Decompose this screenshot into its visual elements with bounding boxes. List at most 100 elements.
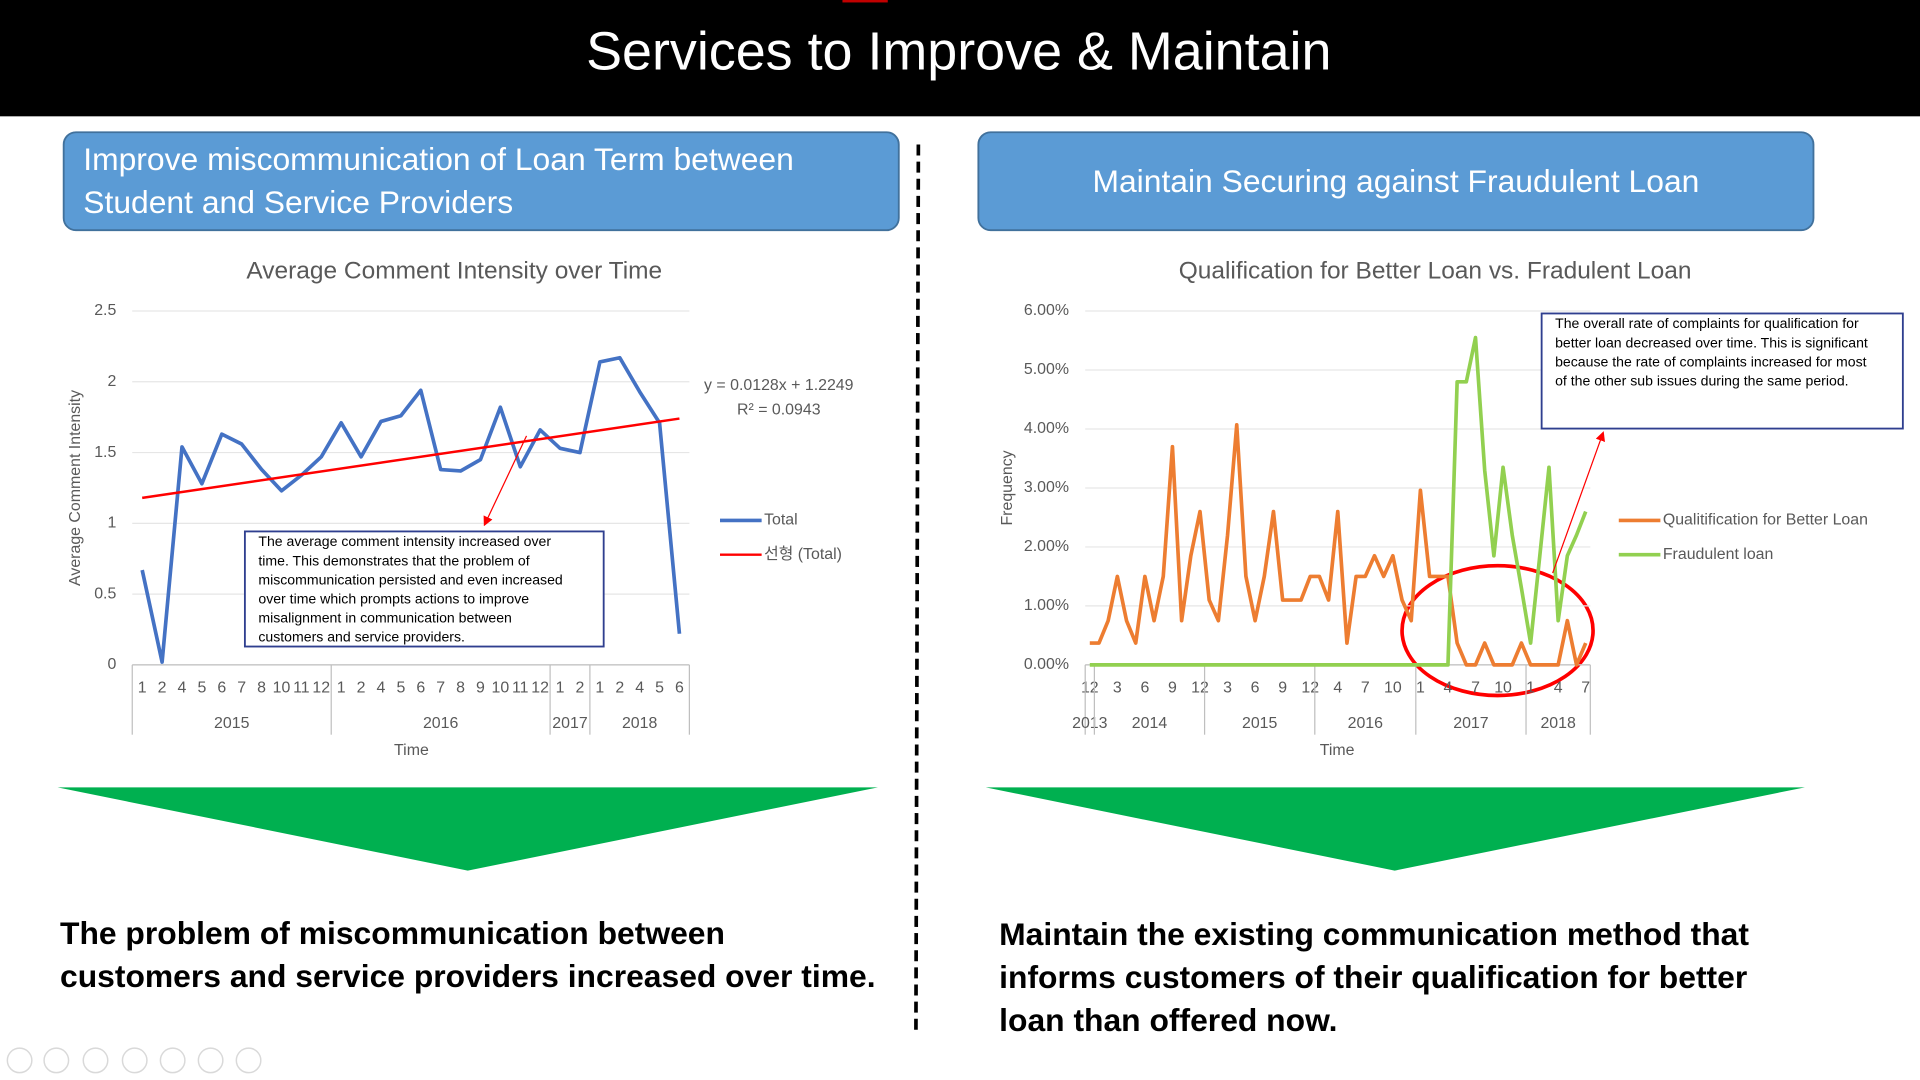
x-tick-label: 10 (1384, 679, 1402, 696)
slide-control[interactable] (6, 1047, 33, 1074)
y-tick-label: 6.00% (1024, 302, 1069, 319)
x-tick-label: 1 (138, 679, 147, 696)
annotation-text: misalignment in communication between (258, 610, 512, 626)
conclusion: Maintain the existing communication meth… (999, 916, 1749, 952)
annotation-arrow (1552, 431, 1605, 574)
highlight-circle (1400, 563, 1595, 698)
x-tick-label: 1 (1526, 679, 1535, 696)
series-line (1089, 335, 1588, 667)
y-tick-label: 0.00% (1024, 656, 1069, 673)
x-group-label: 2018 (622, 715, 658, 732)
y-tick-label: 4.00% (1024, 420, 1069, 437)
slide-controls (6, 1047, 262, 1074)
slide-control[interactable] (235, 1047, 262, 1074)
y-tick-label: 1.00% (1024, 597, 1069, 614)
x-group-label: 2018 (1540, 715, 1576, 732)
x-tick-label: 2 (615, 679, 624, 696)
slide-title: Services to Improve & Maintain (586, 21, 1331, 81)
x-tick-label: 5 (197, 679, 206, 696)
legend-label: Qualitification for Better Loan (1663, 512, 1868, 529)
x-group-label: 2017 (552, 715, 588, 732)
y-tick-label: 2.00% (1024, 538, 1069, 555)
x-group-label: 2015 (214, 715, 250, 732)
header-accent (842, 0, 888, 3)
trendline (142, 417, 680, 500)
x-tick-label: 4 (635, 679, 644, 696)
annotation-box (243, 530, 605, 648)
chart-title: Average Comment Intensity over Time (246, 257, 662, 284)
x-tick-label: 5 (396, 679, 405, 696)
y-axis-label: Frequency (999, 450, 1016, 525)
x-tick-label: 9 (476, 679, 485, 696)
conclusion: informs customers of their qualification… (999, 959, 1747, 995)
x-tick-label: 12 (1191, 679, 1209, 696)
legend-label: 선형 (Total) (764, 545, 842, 563)
panel-heading: Student and Service Providers (83, 184, 513, 220)
slide-control[interactable] (197, 1047, 224, 1074)
header-bar (0, 0, 1920, 117)
x-tick-label: 12 (531, 679, 549, 696)
x-tick-label: 10 (1494, 679, 1512, 696)
annotation-text: of the other sub issues during the same … (1555, 373, 1848, 389)
x-group-label: 2015 (1242, 715, 1278, 732)
annotation-text: The average comment intensity increased … (258, 533, 551, 549)
x-tick-label: 3 (1113, 679, 1122, 696)
slide-control[interactable] (82, 1047, 109, 1074)
x-group-label: 2016 (1348, 715, 1384, 732)
x-tick-label: 2 (158, 679, 167, 696)
annotation-text: time. This demonstrates that the problem… (258, 552, 529, 568)
y-tick-label: 0 (107, 656, 116, 673)
trend-equation: y = 0.0128x + 1.2249 (704, 377, 854, 394)
x-tick-label: 12 (312, 679, 330, 696)
annotation-text: over time which prompts actions to impro… (258, 590, 529, 606)
down-arrow (985, 787, 1805, 871)
x-tick-label: 7 (436, 679, 445, 696)
legend-label: Fraudulent loan (1663, 546, 1774, 563)
series-line (1089, 423, 1588, 667)
x-group-label: 2013 (1072, 715, 1108, 732)
annotation-text: better loan decreased over time. This is… (1555, 334, 1868, 350)
divider (914, 144, 921, 1035)
panel-heading: Maintain Securing against Fraudulent Loa… (1092, 163, 1699, 199)
trend-r-squared: R² = 0.0943 (737, 401, 821, 418)
annotation-text: because the rate of complaints increased… (1555, 353, 1867, 369)
x-tick-label: 1 (595, 679, 604, 696)
x-tick-label: 6 (416, 679, 425, 696)
x-axis-label: Time (1320, 742, 1355, 759)
heading-box (62, 131, 900, 232)
x-tick-label: 6 (675, 679, 684, 696)
slide-control[interactable] (43, 1047, 70, 1074)
conclusion: loan than offered now. (999, 1002, 1337, 1038)
y-axis-label: Average Comment Intensity (67, 390, 84, 586)
annotation-text: The overall rate of complaints for quali… (1555, 315, 1859, 331)
x-group-label: 2014 (1132, 715, 1168, 732)
x-tick-label: 4 (1444, 679, 1453, 696)
x-tick-label: 11 (512, 679, 529, 696)
y-tick-label: 0.5 (94, 585, 116, 602)
y-tick-label: 3.00% (1024, 479, 1069, 496)
chart-title: Qualification for Better Loan vs. Fradul… (1179, 257, 1692, 284)
annotation-text: customers and service providers. (258, 629, 465, 645)
x-tick-label: 7 (1471, 679, 1480, 696)
x-tick-label: 12 (1081, 679, 1099, 696)
x-group-label: 2016 (423, 715, 459, 732)
slide-control[interactable] (159, 1047, 186, 1074)
x-tick-label: 10 (273, 679, 291, 696)
slide-control[interactable] (121, 1047, 148, 1074)
x-group-label: 2017 (1453, 715, 1489, 732)
x-tick-label: 9 (1278, 679, 1287, 696)
x-tick-label: 4 (377, 679, 386, 696)
panel-heading: Improve miscommunication of Loan Term be… (83, 141, 794, 177)
x-axis-label: Time (394, 742, 429, 759)
down-arrow (57, 787, 878, 871)
x-tick-label: 1 (556, 679, 565, 696)
annotation-arrow (483, 435, 528, 527)
x-tick-label: 6 (1251, 679, 1260, 696)
x-tick-label: 6 (217, 679, 226, 696)
annotation-box (1540, 312, 1904, 430)
y-tick-label: 2 (107, 373, 116, 390)
x-tick-label: 12 (1301, 679, 1319, 696)
x-tick-label: 1 (337, 679, 346, 696)
x-tick-label: 11 (293, 679, 310, 696)
